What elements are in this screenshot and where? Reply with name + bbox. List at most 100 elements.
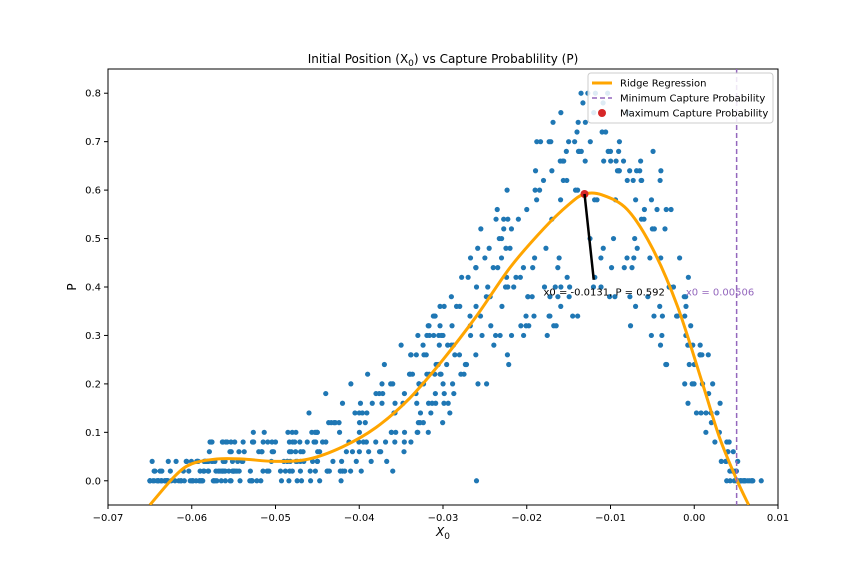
scatter-point — [441, 400, 447, 406]
scatter-point — [376, 449, 383, 455]
scatter-point — [730, 449, 736, 455]
scatter-point — [490, 265, 496, 271]
scatter-point — [415, 429, 421, 435]
scatter-point — [429, 400, 435, 406]
scatter-point — [392, 400, 398, 406]
scatter-point — [369, 400, 375, 406]
scatter-point — [515, 216, 521, 222]
scatter-point — [502, 284, 509, 290]
scatter-point — [413, 352, 419, 358]
scatter-point — [724, 478, 730, 484]
scatter-point — [258, 478, 264, 484]
scatter-point — [693, 410, 700, 416]
scatter-point — [438, 332, 444, 339]
scatter-point — [467, 313, 473, 319]
scatter-point — [205, 468, 211, 474]
scatter-point — [445, 400, 451, 406]
scatter-point — [183, 458, 189, 464]
scatter-point — [426, 332, 433, 339]
scatter-point — [532, 187, 538, 193]
scatter-point — [550, 119, 556, 125]
legend: Ridge Regression Minimum Capture Probabi… — [587, 72, 774, 124]
scatter-point — [193, 478, 199, 484]
scatter-point — [521, 332, 527, 339]
scatter-point — [657, 177, 663, 184]
scatter-point — [517, 274, 523, 280]
scatter-point — [541, 284, 548, 290]
scatter-point — [298, 478, 305, 484]
scatter-point — [219, 468, 225, 474]
scatter-point — [501, 226, 507, 232]
scatter-point — [339, 458, 345, 464]
scatter-point — [270, 449, 277, 455]
scatter-point — [425, 400, 432, 406]
scatter-point — [278, 478, 285, 484]
regression-line — [148, 191, 751, 505]
scatter-point — [294, 478, 300, 484]
scatter-point — [265, 439, 271, 445]
x-tick-label: −0.07 — [93, 513, 124, 524]
scatter-point — [379, 400, 385, 406]
scatter-point — [384, 458, 390, 464]
scatter-point — [213, 468, 219, 474]
x-axis-ticks: −0.07 −0.06 −0.05 −0.04 −0.03 −0.02 −0.01 0.00 0… — [93, 505, 789, 524]
scatter-point — [534, 197, 540, 203]
scatter-point — [523, 323, 529, 329]
scatter-point — [624, 177, 630, 184]
scatter-point — [473, 352, 479, 358]
scatter-point — [437, 323, 443, 329]
scatter-point — [493, 216, 499, 222]
scatter-point — [260, 468, 266, 474]
scatter-point — [365, 371, 371, 377]
scatter-point — [219, 439, 225, 445]
legend-label-max: Maximum Capture Probability — [620, 109, 768, 120]
scatter-point — [415, 420, 421, 426]
scatter-point — [504, 187, 510, 193]
scatter-point — [467, 332, 474, 339]
scatter-point — [488, 323, 494, 329]
scatter-point — [359, 410, 366, 416]
scatter-point — [638, 216, 645, 222]
scatter-point — [758, 478, 764, 484]
scatter-point — [726, 439, 732, 445]
scatter-point — [598, 255, 604, 261]
scatter-point — [529, 294, 535, 300]
scatter-point — [401, 449, 407, 455]
scatter-point — [181, 478, 187, 484]
scatter-point — [558, 303, 564, 309]
scatter-point — [570, 313, 576, 319]
scatter-point — [699, 352, 705, 358]
scatter-point — [338, 478, 344, 484]
scatter-point — [479, 332, 485, 339]
scatter-point — [638, 177, 644, 184]
scatter-point — [498, 255, 505, 261]
scatter-point — [388, 381, 394, 387]
scatter-point — [449, 323, 455, 329]
scatter-point — [558, 284, 564, 290]
scatter-point — [226, 468, 232, 474]
scatter-point — [314, 458, 320, 464]
scatter-point — [356, 449, 362, 455]
scatter-point — [705, 352, 711, 358]
scatter-point — [551, 323, 557, 329]
scatter-point — [388, 429, 395, 435]
scatter-point — [444, 361, 450, 368]
scatter-point — [342, 468, 348, 474]
scatter-point — [475, 245, 481, 251]
scatter-point — [543, 245, 549, 251]
scatter-point — [648, 332, 654, 339]
scatter-point — [494, 206, 500, 213]
scatter-point — [601, 158, 607, 164]
scatter-point — [482, 255, 488, 261]
scatter-point — [594, 197, 600, 203]
scatter-point — [401, 390, 408, 397]
scatter-point — [307, 468, 313, 474]
scatter-point — [363, 439, 369, 445]
y-tick-label: 0.6 — [85, 186, 101, 197]
scatter-point — [336, 420, 342, 426]
y-tick-label: 0.5 — [85, 234, 101, 245]
scatter-point — [613, 158, 619, 164]
scatter-point — [683, 303, 689, 309]
scatter-point — [632, 235, 638, 242]
scatter-point — [634, 245, 640, 251]
